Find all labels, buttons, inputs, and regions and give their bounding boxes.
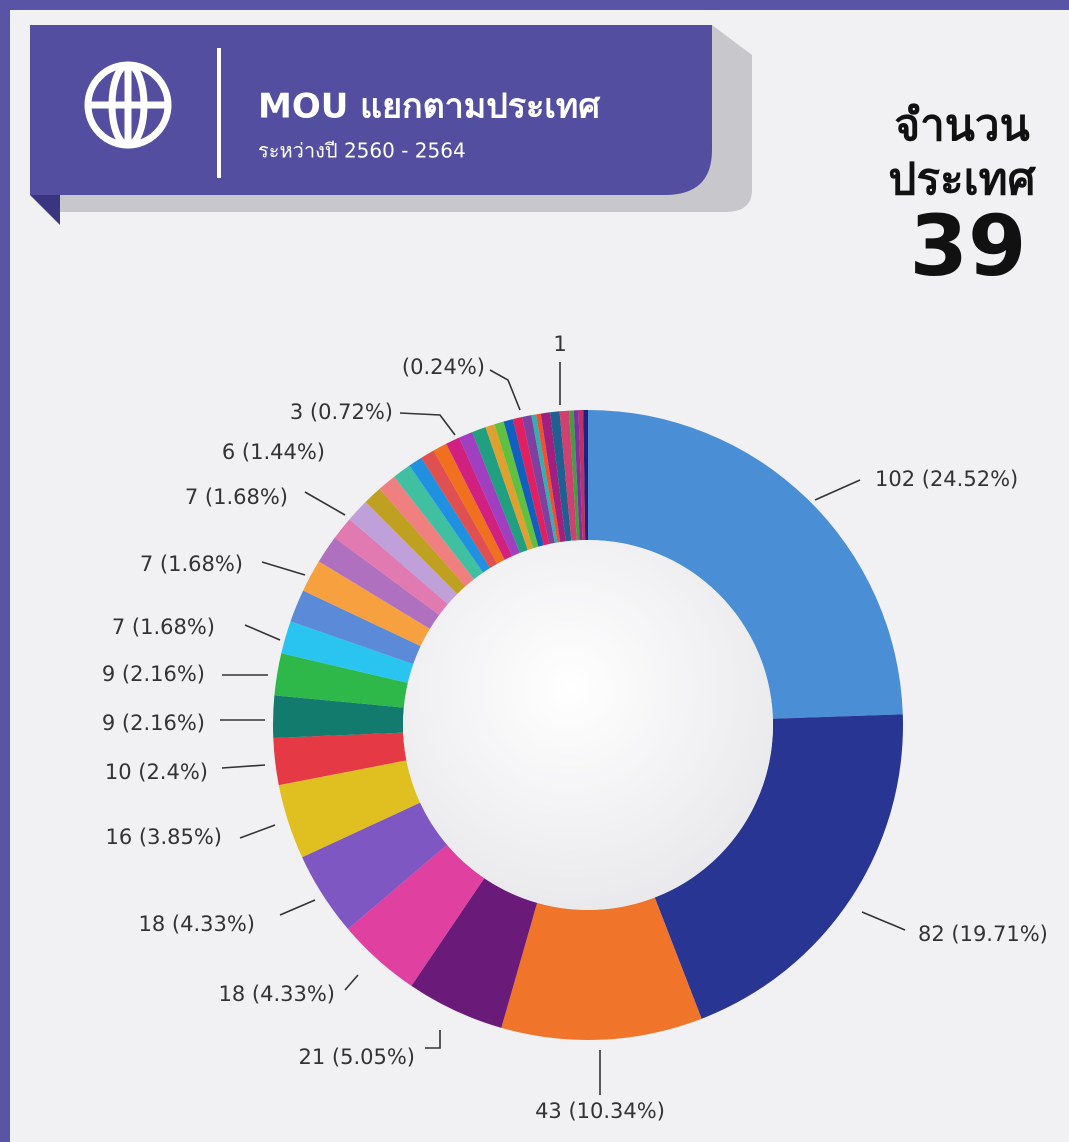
data-label: 82 (19.71%) bbox=[918, 922, 1048, 946]
data-label: 16 (3.85%) bbox=[106, 825, 223, 849]
leader-line bbox=[221, 764, 266, 769]
slice bbox=[379, 476, 475, 587]
count-value: 39 bbox=[910, 197, 1027, 295]
slice bbox=[347, 844, 485, 986]
slice bbox=[588, 410, 903, 719]
donut bbox=[273, 410, 903, 1041]
slice bbox=[494, 421, 539, 549]
title: MOU แยกตามประเทศ bbox=[258, 87, 600, 127]
data-label: 9 (2.16%) bbox=[102, 711, 205, 735]
slice bbox=[583, 410, 588, 541]
slice bbox=[302, 802, 448, 929]
data-label: 10 (2.4%) bbox=[105, 760, 208, 784]
leader-line bbox=[861, 911, 906, 931]
slice bbox=[536, 413, 561, 543]
labels: 102 (24.52%) 82 (19.71%) 43 (10.34%) 21 (5.… bbox=[102, 332, 1048, 1123]
slice bbox=[411, 878, 538, 1028]
count-label: ประเทศ bbox=[888, 154, 1036, 205]
slice bbox=[550, 411, 572, 542]
data-label: 1 bbox=[553, 332, 566, 356]
leader-line bbox=[344, 974, 359, 991]
slice bbox=[273, 732, 407, 786]
slice bbox=[278, 760, 421, 858]
data-label: 18 (4.33%) bbox=[139, 912, 256, 936]
data-label: 21 (5.05%) bbox=[299, 1045, 416, 1069]
slice bbox=[569, 410, 580, 541]
data-label: 6 (1.44%) bbox=[222, 440, 325, 464]
slice bbox=[522, 415, 555, 545]
slice bbox=[273, 695, 404, 739]
slice bbox=[654, 714, 903, 1019]
slice bbox=[578, 410, 586, 541]
slice bbox=[559, 410, 577, 541]
slice bbox=[274, 653, 408, 708]
data-label: 7 (1.68%) bbox=[112, 615, 215, 639]
slice bbox=[318, 537, 440, 629]
banner bbox=[30, 25, 712, 195]
slice bbox=[334, 519, 448, 616]
data-label: 43 (10.34%) bbox=[535, 1099, 665, 1123]
data-label: 102 (24.52%) bbox=[875, 467, 1018, 491]
slice bbox=[365, 488, 466, 594]
leader-line bbox=[489, 369, 521, 411]
subtitle: ระหว่างปี 2560 - 2564 bbox=[258, 139, 466, 163]
leader-line bbox=[814, 479, 861, 501]
data-label: 7 (1.68%) bbox=[140, 552, 243, 576]
slice bbox=[503, 419, 544, 547]
slice bbox=[421, 450, 498, 569]
data-label: 7 (1.68%) bbox=[185, 485, 288, 509]
slice bbox=[281, 621, 414, 683]
globe-icon bbox=[84, 61, 172, 149]
slice bbox=[531, 414, 558, 544]
leader-line bbox=[239, 824, 276, 839]
slice bbox=[459, 432, 520, 557]
slice bbox=[512, 416, 550, 546]
data-label: 9 (2.16%) bbox=[102, 662, 205, 686]
slice bbox=[349, 501, 458, 605]
leader-line bbox=[304, 491, 346, 516]
leader-line bbox=[425, 1030, 441, 1049]
slice bbox=[472, 427, 528, 553]
count-label: จำนวน bbox=[894, 100, 1029, 151]
slice bbox=[446, 437, 513, 560]
banner-fold bbox=[30, 195, 60, 225]
leader-line bbox=[244, 624, 281, 641]
data-label: (0.24%) bbox=[402, 355, 485, 379]
leader-line bbox=[399, 412, 456, 436]
leader-line bbox=[279, 899, 316, 916]
data-label: 18 (4.33%) bbox=[219, 982, 336, 1006]
slice bbox=[394, 465, 484, 580]
slice bbox=[303, 561, 430, 647]
slice bbox=[409, 457, 491, 573]
slice bbox=[540, 412, 566, 543]
data-label: 3 (0.72%) bbox=[290, 400, 393, 424]
slice bbox=[573, 410, 583, 541]
slice bbox=[485, 424, 534, 551]
donut-hole bbox=[403, 540, 773, 910]
slice bbox=[501, 897, 702, 1041]
leader-line bbox=[261, 561, 306, 576]
slice bbox=[290, 590, 421, 665]
slice bbox=[433, 443, 505, 564]
